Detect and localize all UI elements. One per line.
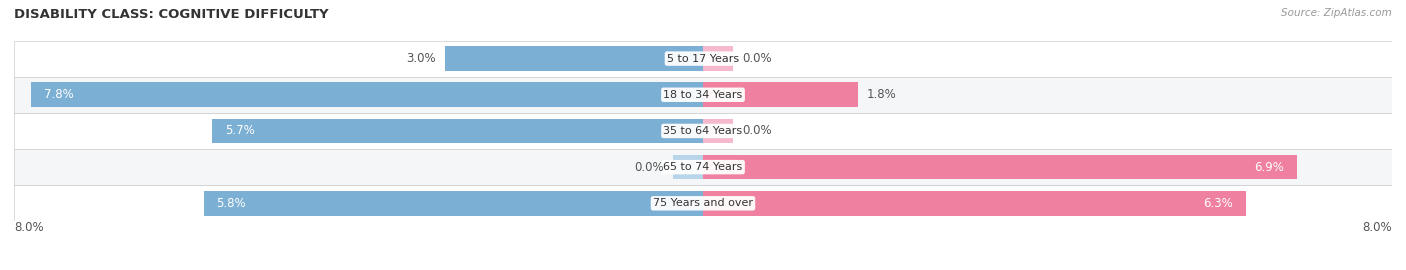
Bar — [14, 40, 1392, 77]
Bar — [703, 155, 1298, 180]
Text: 18 to 34 Years: 18 to 34 Years — [664, 90, 742, 100]
Text: 0.0%: 0.0% — [634, 161, 664, 174]
Text: 65 to 74 Years: 65 to 74 Years — [664, 162, 742, 172]
Text: 0.0%: 0.0% — [742, 124, 772, 137]
Bar — [673, 155, 703, 180]
Text: 0.0%: 0.0% — [742, 52, 772, 65]
Bar — [703, 119, 733, 143]
Bar — [31, 82, 703, 107]
Text: DISABILITY CLASS: COGNITIVE DIFFICULTY: DISABILITY CLASS: COGNITIVE DIFFICULTY — [14, 8, 329, 21]
Bar — [14, 149, 1392, 185]
Bar — [14, 185, 1392, 221]
Text: 5 to 17 Years: 5 to 17 Years — [666, 53, 740, 64]
Text: Source: ZipAtlas.com: Source: ZipAtlas.com — [1281, 8, 1392, 18]
Bar — [14, 113, 1392, 149]
Bar — [212, 119, 703, 143]
Text: 7.8%: 7.8% — [44, 88, 75, 101]
Bar — [444, 46, 703, 71]
Bar — [703, 82, 858, 107]
Text: 8.0%: 8.0% — [1362, 221, 1392, 234]
Text: 6.9%: 6.9% — [1254, 161, 1284, 174]
Text: 8.0%: 8.0% — [14, 221, 44, 234]
Bar — [204, 191, 703, 216]
Bar — [703, 191, 1246, 216]
Bar — [14, 77, 1392, 113]
Text: 75 Years and over: 75 Years and over — [652, 198, 754, 208]
Bar — [703, 46, 733, 71]
Text: 5.8%: 5.8% — [217, 197, 246, 210]
Text: 5.7%: 5.7% — [225, 124, 254, 137]
Text: 3.0%: 3.0% — [406, 52, 436, 65]
Text: 1.8%: 1.8% — [866, 88, 897, 101]
Text: 35 to 64 Years: 35 to 64 Years — [664, 126, 742, 136]
Text: 6.3%: 6.3% — [1204, 197, 1233, 210]
